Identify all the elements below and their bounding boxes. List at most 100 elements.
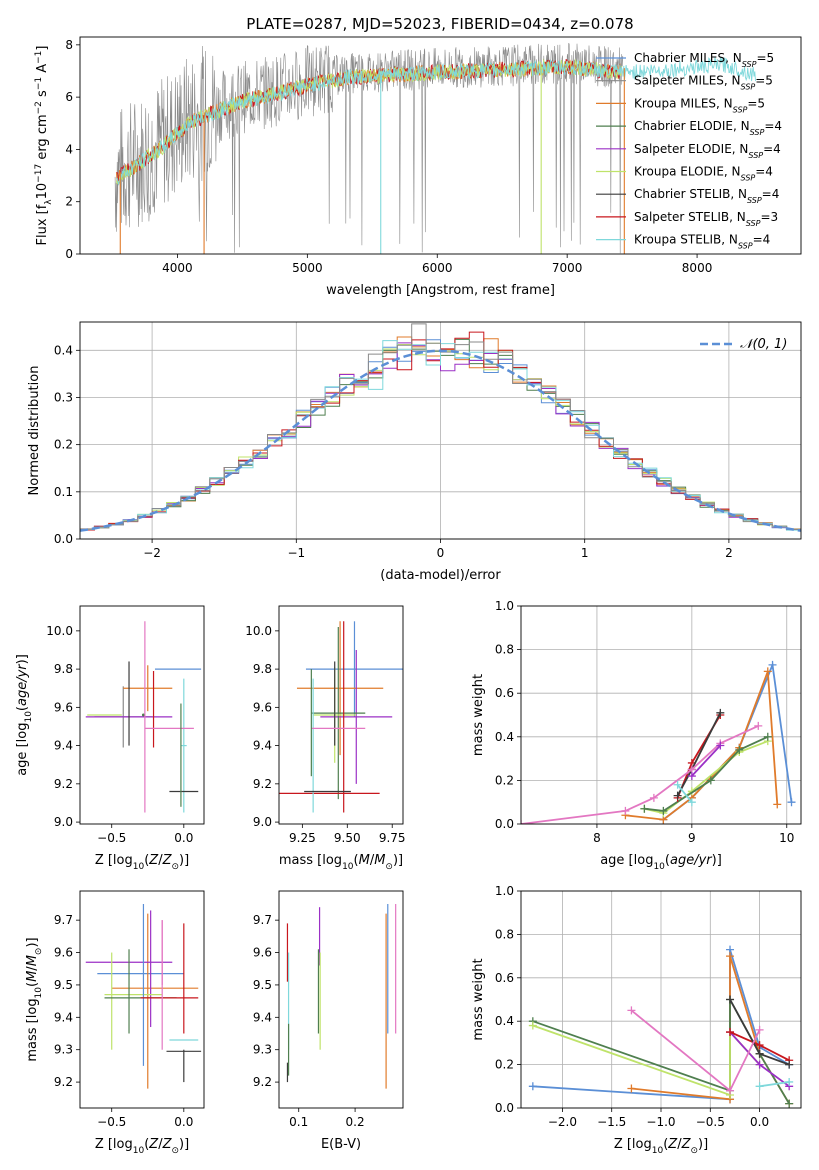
data-marker bbox=[755, 1082, 764, 1091]
label-part: / bbox=[370, 853, 375, 868]
label-part: Z bbox=[681, 1137, 692, 1152]
x-tick-label: 0.0 bbox=[174, 831, 193, 845]
label-part: )] bbox=[15, 654, 30, 664]
x-tick-label: 10 bbox=[779, 831, 794, 845]
data-marker bbox=[687, 798, 696, 807]
axes-spectrum: 4000 5000 6000 7000 8000 0 2 4 6 8 bbox=[65, 38, 712, 275]
plot-area-mass_weight_vs_Z bbox=[528, 945, 794, 1108]
data-marker bbox=[687, 772, 696, 781]
axes-age_vs_mass: 9.25 9.50 9.75 9.0 9.2 9.4 9.6 9.8 10.0 bbox=[245, 624, 405, 845]
data-marker bbox=[785, 1077, 794, 1086]
legend-sub: SSP bbox=[746, 218, 761, 227]
legend-entry: Chabrier ELODIE, NSSP=4 bbox=[634, 119, 782, 137]
label-part: ( bbox=[15, 706, 30, 711]
plot-area-mass_vs_ebv bbox=[286, 903, 397, 1089]
x-tick-label: 0.0 bbox=[174, 1115, 193, 1129]
data-marker bbox=[754, 721, 763, 730]
legend-text: Chabrier ELODIE, N bbox=[634, 119, 750, 133]
y-tick-label: 10.0 bbox=[245, 624, 272, 638]
label-part: M bbox=[25, 955, 40, 966]
label-part: 10 bbox=[24, 711, 34, 723]
label-part: )] bbox=[179, 1137, 189, 1152]
label-part: Z bbox=[148, 853, 159, 868]
label-part: mass [log bbox=[279, 853, 342, 868]
y-tick-label: 9.2 bbox=[54, 1075, 73, 1089]
y-tick-label: 9.2 bbox=[54, 777, 73, 791]
label-part: ( bbox=[665, 853, 670, 868]
y-tick-label: 9.2 bbox=[253, 777, 272, 791]
y-axis-label: mass weight bbox=[471, 958, 486, 1040]
data-marker bbox=[773, 800, 782, 809]
label-part: / bbox=[677, 1137, 682, 1152]
y-tick-label: 0.2 bbox=[495, 773, 514, 787]
x-axis-label: Z [log10(Z/Z⊙)] bbox=[95, 853, 189, 872]
x-axis-label: (data-model)/error bbox=[380, 568, 501, 583]
x-tick-label: 7000 bbox=[552, 261, 583, 275]
data-marker bbox=[726, 952, 735, 961]
y-tick-label: 4 bbox=[65, 142, 73, 156]
series-line bbox=[691, 744, 721, 777]
x-tick-label: −0.5 bbox=[696, 1115, 725, 1129]
label-part: 10 bbox=[653, 862, 665, 872]
y-tick-label: 0.0 bbox=[495, 1101, 514, 1115]
label-part: (data-model)/error bbox=[380, 568, 501, 583]
y-tick-label: 9.6 bbox=[253, 946, 272, 960]
y-tick-label: 0.4 bbox=[495, 1014, 514, 1028]
y-tick-label: 9.5 bbox=[253, 978, 272, 992]
legend-text: Kroupa ELODIE, N bbox=[634, 165, 741, 179]
x-tick-label: 1 bbox=[581, 546, 589, 560]
y-tick-label: 0.1 bbox=[54, 485, 73, 499]
label-part: )] bbox=[698, 1137, 708, 1152]
x-tick-label: 4000 bbox=[162, 261, 193, 275]
data-marker bbox=[755, 1041, 764, 1050]
series-line bbox=[521, 725, 759, 824]
series-line bbox=[676, 784, 693, 803]
y-tick-label: 0.2 bbox=[54, 438, 73, 452]
x-tick-label: 9.75 bbox=[379, 831, 406, 845]
label-part: ⊙ bbox=[171, 1146, 179, 1156]
y-tick-label: 9.3 bbox=[54, 1043, 73, 1057]
data-marker bbox=[640, 804, 649, 813]
label-part: s bbox=[35, 90, 50, 101]
legend-sub: SSP bbox=[750, 128, 765, 137]
data-marker bbox=[627, 1006, 636, 1015]
y-tick-label: 9.3 bbox=[253, 1043, 272, 1057]
label-part: −2 bbox=[34, 101, 44, 114]
x-axis-label: mass [log10(M/M⊙)] bbox=[279, 853, 403, 872]
axes-frame bbox=[79, 605, 205, 825]
data-marker bbox=[726, 1028, 735, 1037]
legend-entry: 𝒩(0, 1) bbox=[740, 337, 787, 352]
data-marker bbox=[621, 806, 630, 815]
axes-mass_weight_vs_Z: −2.0 −1.5 −1.0 −0.5 0.0 0.0 0.2 0.4 0.6 0.8 1.0 bbox=[495, 884, 801, 1129]
data-marker bbox=[627, 1084, 636, 1093]
label-part: Z [log bbox=[95, 1137, 133, 1152]
y-axis-label: mass weight bbox=[471, 674, 486, 756]
y-tick-label: 6 bbox=[65, 90, 73, 104]
legend-text: =5 bbox=[756, 51, 774, 65]
label-part: Z bbox=[162, 853, 173, 868]
legend-sub: SSP bbox=[733, 105, 748, 114]
y-tick-label: 1.0 bbox=[495, 884, 514, 898]
label-part: 10 bbox=[652, 1146, 664, 1156]
y-tick-label: 0.0 bbox=[495, 817, 514, 831]
label-part: −1 bbox=[34, 77, 44, 90]
legend-entry: Kroupa STELIB, NSSP=4 bbox=[634, 233, 770, 251]
label-part: )] bbox=[25, 937, 40, 947]
axes-frame bbox=[520, 890, 802, 1109]
x-tick-label: 5000 bbox=[292, 261, 323, 275]
x-tick-label: 2 bbox=[725, 546, 733, 560]
legend-sub: SSP bbox=[747, 196, 762, 205]
data-marker bbox=[716, 708, 725, 717]
x-tick-label: 0.1 bbox=[289, 1115, 308, 1129]
plot-area-age_vs_mass bbox=[279, 621, 403, 813]
y-tick-label: 9.4 bbox=[54, 1010, 73, 1024]
series-line bbox=[759, 1081, 790, 1088]
series-line bbox=[676, 712, 722, 797]
legend-sub: SSP bbox=[742, 60, 757, 69]
x-tick-label: −2.0 bbox=[548, 1115, 577, 1129]
label-part: )] bbox=[179, 853, 189, 868]
label-part: A bbox=[35, 64, 50, 77]
data-marker bbox=[763, 732, 772, 741]
label-part: / bbox=[158, 1137, 163, 1152]
